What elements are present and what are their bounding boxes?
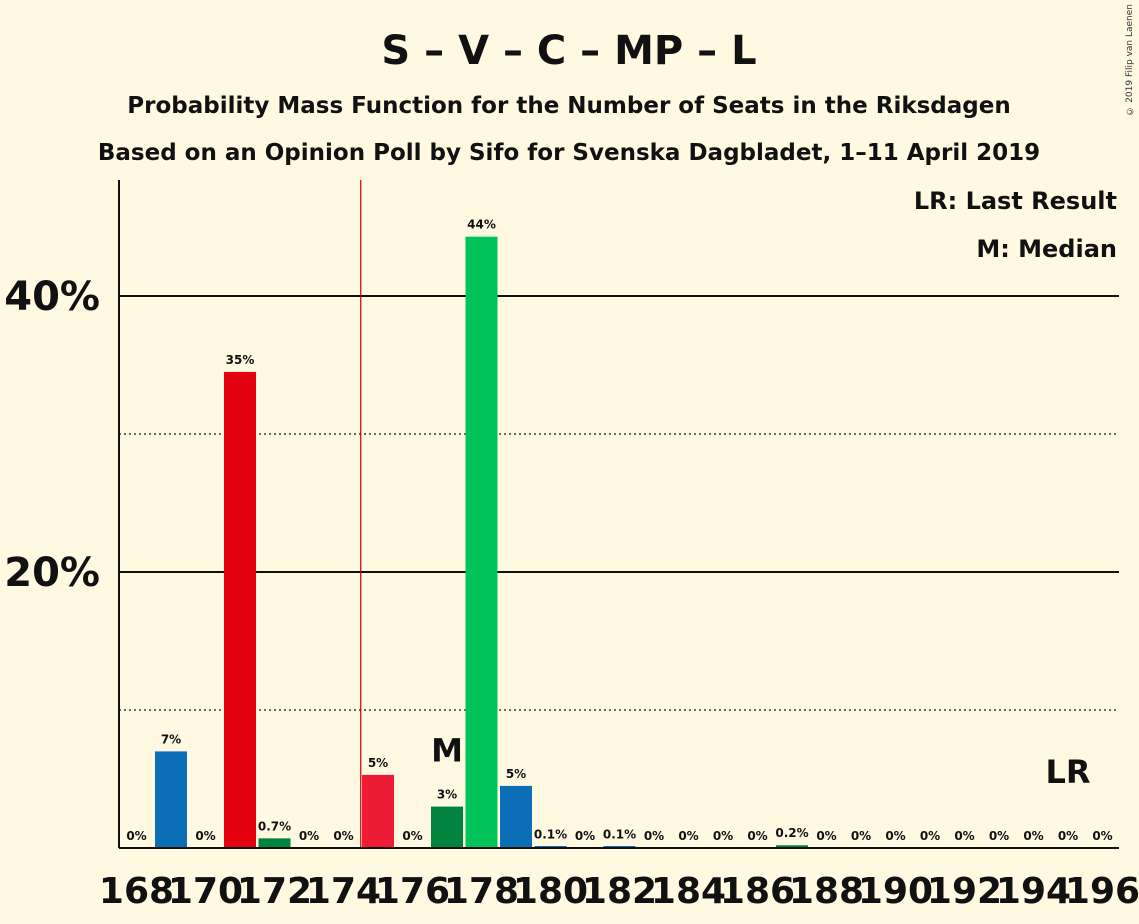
- bar-value-label: 0%: [920, 829, 940, 843]
- bar-value-label: 5%: [506, 767, 526, 781]
- bar-value-label: 0%: [126, 829, 146, 843]
- bar-value-label: 0%: [299, 829, 319, 843]
- x-tick-label: 186: [720, 871, 795, 912]
- x-tick-label: 180: [513, 871, 588, 912]
- bar-value-label: 0.1%: [603, 828, 636, 842]
- bar-value-label: 0%: [644, 829, 664, 843]
- bar-value-label: 0%: [851, 829, 871, 843]
- x-tick-label: 192: [927, 871, 1002, 912]
- bar-value-label: 0%: [678, 829, 698, 843]
- bar-value-label: 0.7%: [258, 819, 291, 833]
- x-tick-label: 196: [1065, 871, 1139, 912]
- y-tick-label: 40%: [4, 274, 100, 320]
- bar: [500, 785, 532, 848]
- bar: [465, 236, 498, 848]
- plot-area: 20% 40% 0% 7% 0% 35% 0.7% 0% 0% 5% 0% 3% 44% 5% 0.1% 0%…: [4, 180, 1139, 912]
- bar-value-label: 0%: [713, 829, 733, 843]
- x-tick-label: 182: [582, 871, 657, 912]
- bar-value-label: 0%: [333, 829, 353, 843]
- chart-title: S – V – C – MP – L: [381, 28, 756, 74]
- x-tick-label: 184: [651, 871, 726, 912]
- bar-value-label: 0%: [1092, 829, 1112, 843]
- bar: [362, 774, 394, 848]
- bar: [431, 806, 463, 848]
- bar: [776, 845, 808, 848]
- bar-value-label: 0%: [1058, 829, 1078, 843]
- bar-value-label: 35%: [226, 353, 255, 367]
- bar-value-label: 0%: [989, 829, 1009, 843]
- bar-value-label: 0.1%: [534, 828, 567, 842]
- bar-value-label: 0%: [1023, 829, 1043, 843]
- x-tick-label: 168: [99, 871, 174, 912]
- x-tick-label: 176: [375, 871, 450, 912]
- bar-value-label: 0%: [195, 829, 215, 843]
- x-tick-label: 194: [996, 871, 1071, 912]
- chart-subtitle-2: Based on an Opinion Poll by Sifo for Sve…: [98, 140, 1040, 166]
- chart-subtitle: Probability Mass Function for the Number…: [127, 93, 1010, 119]
- x-tick-label: 172: [237, 871, 312, 912]
- bar-value-label: 0%: [885, 829, 905, 843]
- last-result-marker: LR: [1045, 753, 1090, 791]
- y-tick-label: 20%: [4, 550, 100, 596]
- x-tick-label: 170: [168, 871, 243, 912]
- x-tick-label: 190: [858, 871, 933, 912]
- bar-value-label: 0%: [402, 829, 422, 843]
- bar: [258, 838, 291, 848]
- bar-value-label: 0.2%: [775, 826, 808, 840]
- bar-value-label: 44%: [467, 218, 496, 232]
- legend-median: M: Median: [976, 235, 1117, 263]
- bar-value-label: 0%: [747, 829, 767, 843]
- copyright-notice: © 2019 Filip van Laenen: [1125, 4, 1135, 116]
- bar-value-label: 0%: [816, 829, 836, 843]
- bar-value-label: 7%: [161, 732, 181, 746]
- bar: [224, 371, 256, 848]
- x-tick-label: 188: [789, 871, 864, 912]
- median-marker: M: [431, 732, 463, 770]
- bar-value-label: 5%: [368, 756, 388, 770]
- bar-value-label: 0%: [954, 829, 974, 843]
- bar-value-label: 3%: [437, 788, 457, 802]
- bar: [155, 751, 187, 848]
- bar-value-label: 0%: [575, 829, 595, 843]
- x-tick-label: 178: [444, 871, 519, 912]
- legend-last-result: LR: Last Result: [914, 187, 1117, 215]
- x-tick-label: 174: [306, 871, 381, 912]
